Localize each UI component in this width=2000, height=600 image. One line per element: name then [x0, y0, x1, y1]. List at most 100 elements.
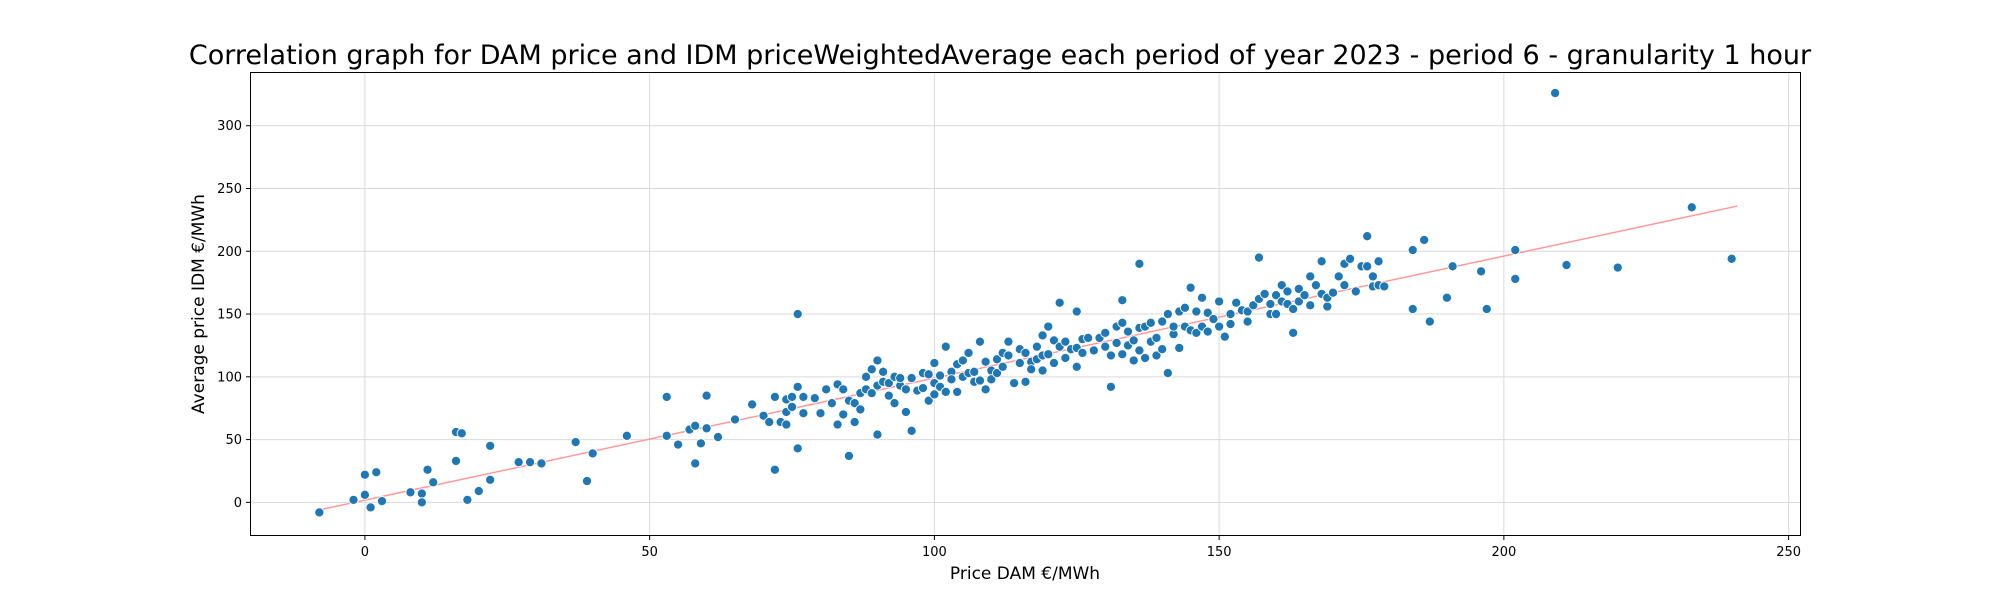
- data-point: [1407, 244, 1418, 256]
- data-point: [1037, 365, 1048, 376]
- data-point: [1271, 308, 1282, 320]
- data-point: [1447, 261, 1458, 272]
- data-point: [786, 391, 798, 402]
- data-point: [1373, 256, 1384, 267]
- data-point: [1510, 244, 1521, 256]
- data-point: [1060, 352, 1071, 364]
- data-point: [786, 401, 798, 412]
- data-point: [450, 455, 462, 466]
- data-point: [416, 488, 427, 499]
- data-point: [855, 404, 866, 415]
- data-point: [1100, 327, 1111, 338]
- data-point: [1105, 350, 1116, 361]
- data-point: [1225, 319, 1236, 330]
- data-point: [1202, 307, 1213, 318]
- data-point: [860, 371, 872, 382]
- data-point: [1350, 286, 1361, 297]
- data-point: [695, 438, 706, 449]
- data-point: [1043, 349, 1054, 360]
- data-point: [1140, 352, 1151, 364]
- data-point: [1054, 297, 1065, 308]
- data-point: [1003, 336, 1014, 347]
- data-point: [1071, 306, 1082, 317]
- data-point: [701, 390, 712, 401]
- data-point: [1219, 331, 1230, 342]
- data-point: [1424, 316, 1435, 327]
- data-point: [1214, 321, 1225, 332]
- plot-area-frame: [250, 72, 1801, 536]
- data-point: [1157, 344, 1168, 355]
- data-point: [416, 497, 427, 508]
- data-point: [587, 448, 598, 459]
- data-point: [866, 364, 877, 375]
- chart-title: Correlation graph for DAM price and IDM …: [189, 40, 1812, 71]
- y-tick-label: 300: [217, 119, 242, 134]
- data-point: [376, 496, 388, 507]
- data-point: [359, 489, 370, 500]
- data-point: [1037, 330, 1048, 341]
- data-point: [1282, 286, 1293, 297]
- data-point: [1726, 253, 1737, 264]
- data-point: [1043, 321, 1054, 332]
- data-point: [843, 450, 855, 461]
- data-point: [1009, 378, 1020, 389]
- data-point: [758, 410, 769, 421]
- data-point: [940, 386, 951, 397]
- data-point: [1088, 345, 1099, 356]
- data-point: [1151, 332, 1162, 343]
- data-point: [781, 419, 792, 430]
- data-point: [798, 391, 809, 402]
- x-axis-ticks: 0 50 100 150 200 250: [361, 535, 1801, 560]
- data-point: [878, 366, 889, 377]
- data-point: [1202, 326, 1213, 337]
- data-point: [1122, 326, 1134, 337]
- data-point: [1191, 306, 1202, 317]
- data-point: [570, 437, 581, 448]
- data-point: [1214, 296, 1225, 307]
- grid: [251, 73, 1800, 535]
- data-point: [980, 356, 991, 367]
- data-point: [1327, 287, 1339, 298]
- data-point: [1305, 271, 1316, 282]
- data-point: [952, 386, 963, 397]
- data-point: [963, 347, 974, 359]
- data-point: [1316, 256, 1327, 267]
- data-point: [1293, 296, 1304, 307]
- data-point: [883, 390, 894, 401]
- data-point: [900, 406, 911, 418]
- data-point: [792, 443, 803, 454]
- data-point: [513, 457, 524, 468]
- data-point: [712, 432, 724, 443]
- data-point: [986, 374, 997, 385]
- data-point: [923, 369, 934, 380]
- data-point: [1686, 202, 1697, 213]
- data-point: [1174, 342, 1185, 353]
- data-point: [485, 440, 496, 451]
- data-point: [1157, 316, 1168, 327]
- data-point: [838, 409, 849, 420]
- x-tick-label: 150: [1207, 545, 1232, 560]
- data-point: [473, 486, 484, 497]
- data-point: [1071, 361, 1082, 372]
- data-point: [883, 378, 894, 389]
- data-point: [1208, 314, 1219, 325]
- data-point: [1026, 364, 1037, 375]
- data-point: [1060, 336, 1071, 347]
- data-point: [422, 464, 433, 475]
- data-point: [1162, 308, 1173, 320]
- data-point: [1362, 261, 1373, 272]
- data-point: [866, 388, 877, 399]
- data-point: [906, 425, 917, 436]
- data-point: [1145, 317, 1156, 328]
- data-point: [1419, 234, 1430, 246]
- data-point: [1293, 283, 1304, 294]
- data-point: [536, 458, 547, 469]
- data-point: [1225, 308, 1236, 320]
- data-point: [1242, 306, 1253, 317]
- data-point: [1305, 300, 1316, 311]
- data-point: [1077, 347, 1088, 359]
- data-point: [1100, 341, 1111, 352]
- data-point: [661, 391, 672, 402]
- data-point: [809, 393, 820, 404]
- x-tick-label: 100: [922, 545, 947, 560]
